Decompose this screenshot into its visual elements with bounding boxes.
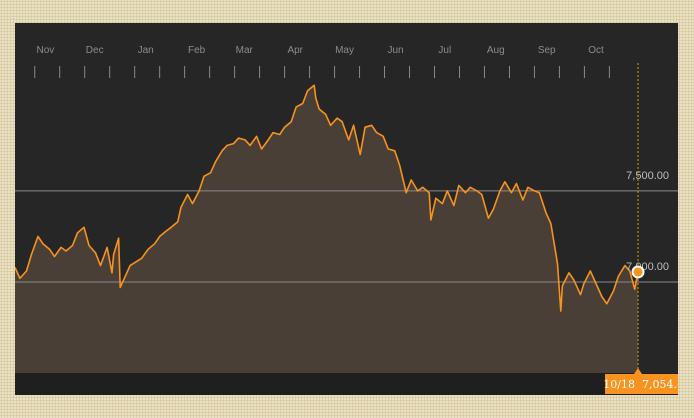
current-value-marker[interactable] bbox=[631, 265, 645, 279]
x-tick-label: Sep bbox=[538, 45, 556, 56]
price-chart: Nov Dec Jan Feb Mar Apr May Jun Jul Aug Sep Oct 7,5… bbox=[15, 23, 678, 395]
x-tick-label: Jan bbox=[138, 45, 154, 56]
y-tick-label: 7,500.00 bbox=[626, 170, 669, 182]
x-tick-label: May bbox=[335, 45, 354, 56]
readout-pointer bbox=[634, 368, 643, 374]
x-tick-label: Jul bbox=[438, 45, 451, 56]
x-tick-label: Dec bbox=[86, 45, 104, 56]
x-tick-label: Nov bbox=[36, 45, 54, 56]
readout-date: 10/18 bbox=[603, 378, 635, 391]
readout-value: 7,054.86 bbox=[642, 378, 678, 391]
x-tick-label: Aug bbox=[487, 45, 505, 56]
x-tick-label: Jun bbox=[387, 45, 403, 56]
axis-footer-band bbox=[15, 373, 678, 395]
series-area bbox=[15, 85, 638, 374]
chart-panel: Nov Dec Jan Feb Mar Apr May Jun Jul Aug Sep Oct 7,5… bbox=[15, 23, 678, 395]
axis-header-band bbox=[15, 23, 678, 78]
x-tick-label: Mar bbox=[236, 45, 254, 56]
x-tick-label: Apr bbox=[287, 45, 303, 56]
x-tick-label: Feb bbox=[188, 45, 206, 56]
x-tick-label: Oct bbox=[588, 45, 604, 56]
readout-box bbox=[605, 374, 678, 394]
series-line bbox=[15, 84, 639, 312]
